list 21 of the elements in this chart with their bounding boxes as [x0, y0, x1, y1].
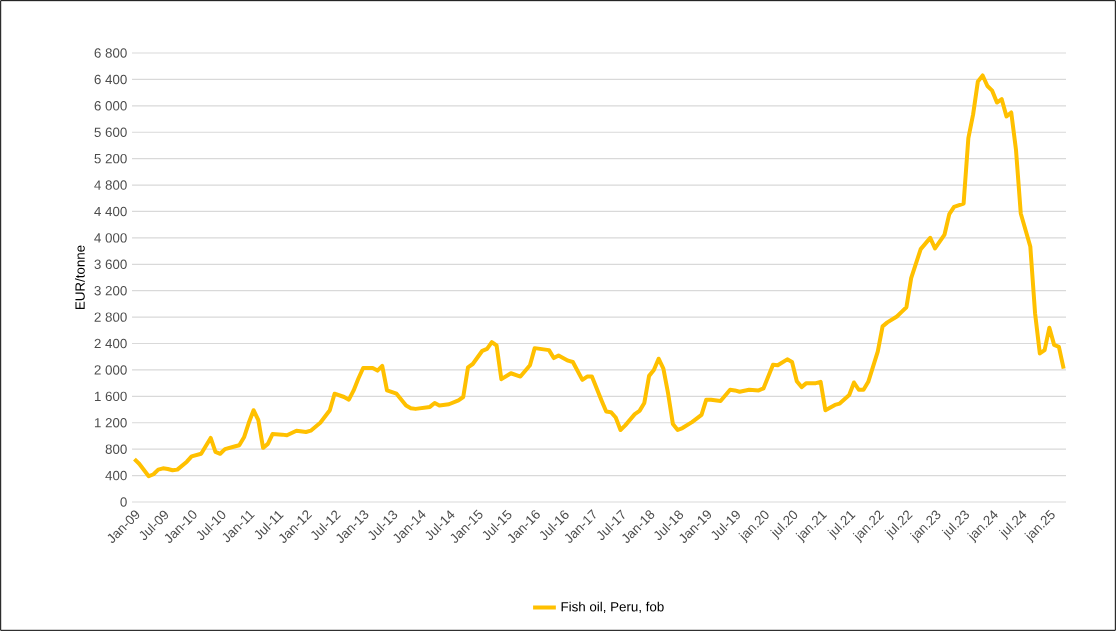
y-axis-title: EUR/tonne — [74, 245, 85, 310]
y-tick-label: 2 800 — [94, 312, 127, 322]
y-tick-label: 1 200 — [94, 418, 127, 428]
y-tick-label: 5 600 — [94, 127, 127, 137]
y-tick-label: 5 200 — [94, 153, 127, 164]
y-tick-label: 6 800 — [94, 48, 127, 58]
y-tick-label: 800 — [105, 444, 127, 454]
y-tick-label: 3 600 — [94, 259, 127, 269]
y-tick-label: 6 000 — [94, 101, 127, 111]
line-series — [132, 73, 1066, 479]
y-tick-label: 1 600 — [94, 391, 127, 402]
y-tick-label: 2 000 — [94, 365, 127, 375]
y-tick-label: 6 400 — [94, 74, 127, 85]
y-tick-label: 4 800 — [94, 180, 127, 190]
y-tick-label: 4 400 — [94, 206, 127, 217]
y-tick-label: 400 — [105, 470, 127, 481]
y-tick-label: 3 200 — [94, 285, 127, 296]
y-tick-label: 4 000 — [94, 233, 127, 243]
y-tick-label: 0 — [120, 497, 127, 507]
y-tick-label: 2 400 — [94, 338, 127, 349]
legend-label: Fish oil, Peru, fob — [561, 601, 664, 614]
